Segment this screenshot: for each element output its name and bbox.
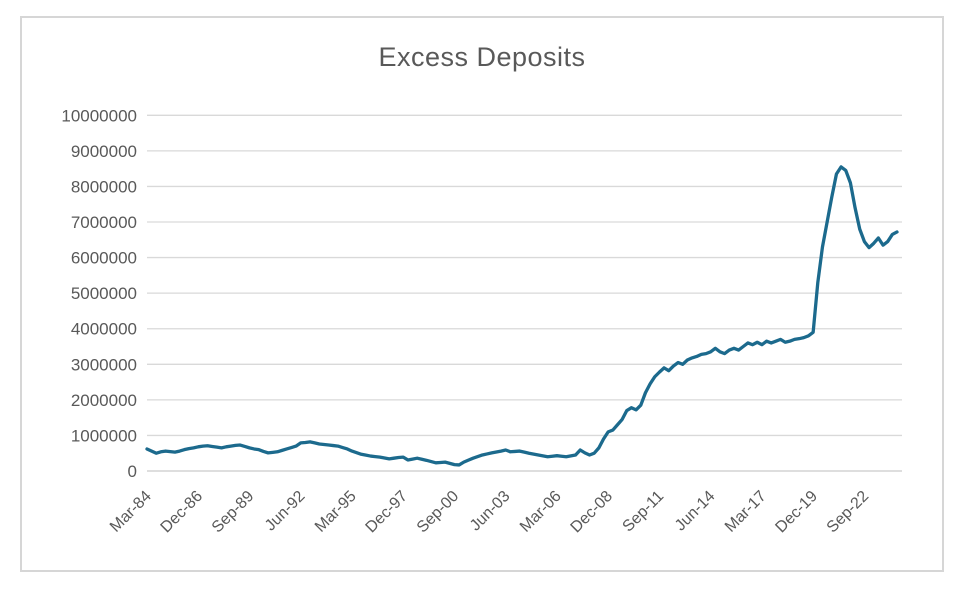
y-axis-tick-label: 8000000 [71,177,137,196]
x-axis-tick-label: Mar-06 [517,488,565,536]
x-axis-tick-label: Jun-14 [672,488,719,535]
y-axis-tick-label: 3000000 [71,355,137,374]
x-axis-tick-label: Mar-84 [107,488,155,536]
x-axis-tick-label: Mar-95 [312,488,360,536]
y-axis-tick-label: 1000000 [71,426,137,445]
x-axis-tick-label: Mar-17 [722,488,770,536]
chart-border [20,16,944,572]
y-axis-tick-label: 9000000 [71,142,137,161]
y-axis-tick-label: 5000000 [71,284,137,303]
y-axis-tick-label: 2000000 [71,391,137,410]
y-axis-tick-label: 7000000 [71,213,137,232]
x-axis-tick-label: Sep-22 [824,488,873,537]
y-axis-tick-label: 10000000 [61,106,137,125]
x-axis-tick-label: Dec-97 [363,488,412,537]
x-axis-tick-label: Sep-11 [620,488,668,536]
x-axis-tick-label: Dec-86 [158,488,207,537]
x-axis-tick-label: Jun-92 [262,488,309,535]
excess-deposits-line-series [145,165,899,467]
x-axis-tick-label: Sep-89 [209,488,258,537]
x-axis-tick-label: Jun-03 [467,488,514,535]
x-axis-tick-label: Dec-08 [568,488,617,537]
x-axis-tick-label: Dec-19 [772,488,821,537]
y-axis-tick-label: 6000000 [71,249,137,268]
y-axis-tick-label: 0 [128,462,137,481]
x-axis-tick-label: Sep-00 [414,488,463,537]
y-axis-tick-label: 4000000 [71,320,137,339]
chart-title: Excess Deposits [378,42,586,72]
